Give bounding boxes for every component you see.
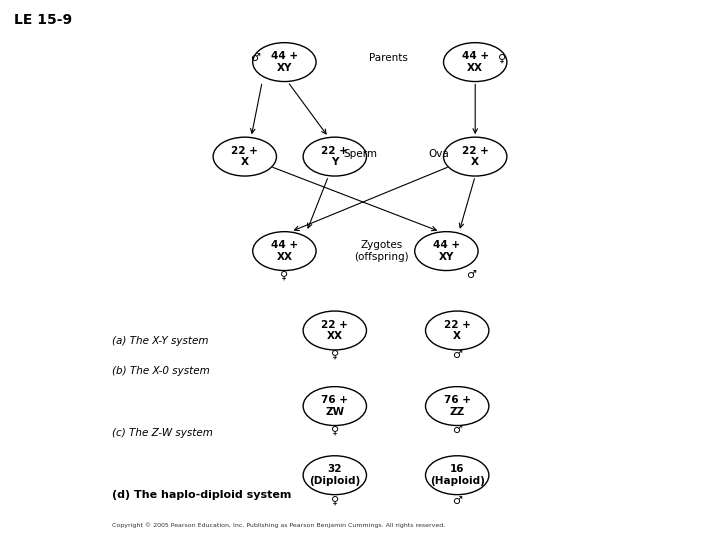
Ellipse shape: [303, 311, 366, 350]
Text: 22 +
XX: 22 + XX: [321, 320, 348, 341]
Ellipse shape: [444, 137, 507, 176]
Text: 16
(Haploid): 16 (Haploid): [430, 464, 485, 486]
Text: Parents: Parents: [369, 53, 408, 63]
Text: 22 +
X: 22 + X: [462, 146, 489, 167]
Text: ♂: ♂: [452, 496, 462, 506]
Text: LE 15-9: LE 15-9: [14, 14, 73, 28]
Text: 22 +
Y: 22 + Y: [321, 146, 348, 167]
Ellipse shape: [213, 137, 276, 176]
Ellipse shape: [444, 43, 507, 82]
Text: ♀: ♀: [498, 53, 507, 63]
Text: ♂: ♂: [467, 271, 477, 280]
Text: 44 +
XY: 44 + XY: [433, 240, 460, 262]
Ellipse shape: [426, 311, 489, 350]
Text: (a) The X-Y system: (a) The X-Y system: [112, 336, 208, 346]
Text: 22 +
X: 22 + X: [444, 320, 471, 341]
Text: Copyright © 2005 Pearson Education, Inc. Publishing as Pearson Benjamin Cummings: Copyright © 2005 Pearson Education, Inc.…: [112, 523, 445, 528]
Ellipse shape: [426, 456, 489, 495]
Text: (b) The X-0 system: (b) The X-0 system: [112, 366, 210, 376]
Text: ♂: ♂: [452, 426, 462, 435]
Text: ♂: ♂: [452, 350, 462, 360]
Ellipse shape: [303, 387, 366, 426]
Text: ♀: ♀: [280, 271, 289, 280]
Text: 22 +
X: 22 + X: [231, 146, 258, 167]
Text: ♀: ♀: [330, 350, 339, 360]
Text: (c) The Z-W system: (c) The Z-W system: [112, 428, 212, 438]
Text: 44 +
XY: 44 + XY: [271, 51, 298, 73]
Text: 44 +
XX: 44 + XX: [462, 51, 489, 73]
Text: ♀: ♀: [330, 496, 339, 506]
Ellipse shape: [303, 456, 366, 495]
Text: ♂: ♂: [251, 53, 261, 63]
Text: ♀: ♀: [330, 426, 339, 435]
Text: Zygotes
(offspring): Zygotes (offspring): [354, 240, 409, 262]
Text: (d) The haplo-diploid system: (d) The haplo-diploid system: [112, 490, 291, 501]
Ellipse shape: [253, 232, 316, 271]
Ellipse shape: [253, 43, 316, 82]
Text: 76 +
ZW: 76 + ZW: [321, 395, 348, 417]
Text: 44 +
XX: 44 + XX: [271, 240, 298, 262]
Text: Ova: Ova: [429, 149, 449, 159]
Text: 76 +
ZZ: 76 + ZZ: [444, 395, 471, 417]
Text: 32
(Diploid): 32 (Diploid): [309, 464, 361, 486]
Ellipse shape: [426, 387, 489, 426]
Ellipse shape: [303, 137, 366, 176]
Text: Sperm: Sperm: [343, 149, 377, 159]
Ellipse shape: [415, 232, 478, 271]
